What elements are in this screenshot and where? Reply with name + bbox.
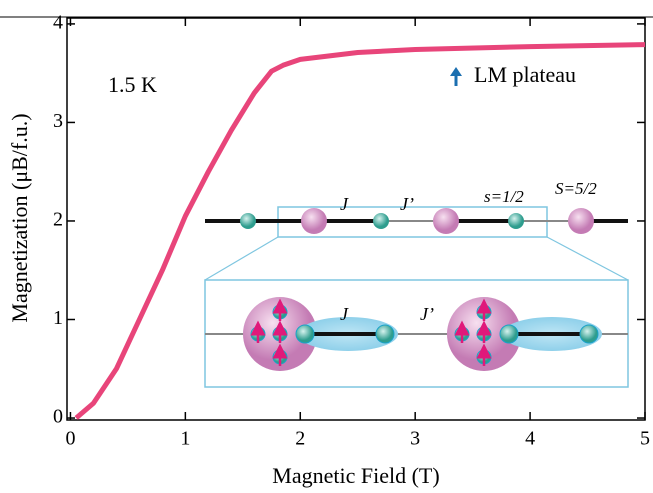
x-tick-label: 2 [295,428,305,450]
annotation: J’ [420,304,434,324]
annotation: LM plateau [474,62,576,87]
plot: 0 1 2 3 4 5 0 1 2 3 4 [53,12,650,450]
arrow-icon [450,67,462,76]
x-tick-label: 1 [180,428,190,450]
annotation: s=1/2 [484,187,524,206]
annotation: J [340,304,349,324]
x-tick-label: 5 [640,428,650,450]
plot-frame [66,17,646,421]
annotation: S=5/2 [555,179,597,198]
y-tick-label: 4 [53,12,63,34]
y-tick-label: 1 [53,307,63,329]
data-line [74,42,646,420]
x-tick-label: 0 [65,428,75,450]
x-tick-label: 3 [410,428,420,450]
y-tick-label: 2 [53,209,63,231]
annotation: J’ [400,194,414,214]
x-tick-label: 4 [525,428,535,450]
y-tick-label: 3 [53,110,63,132]
annotation: J [340,194,349,214]
y-tick-label: 0 [53,406,63,428]
chain-diagram [204,206,629,388]
x-axis-label: Magnetic Field (T) [272,463,439,488]
legend-label: 1.5 K [108,72,157,97]
y-axis-label: Magnetization (μB/f.u.) [7,113,32,322]
